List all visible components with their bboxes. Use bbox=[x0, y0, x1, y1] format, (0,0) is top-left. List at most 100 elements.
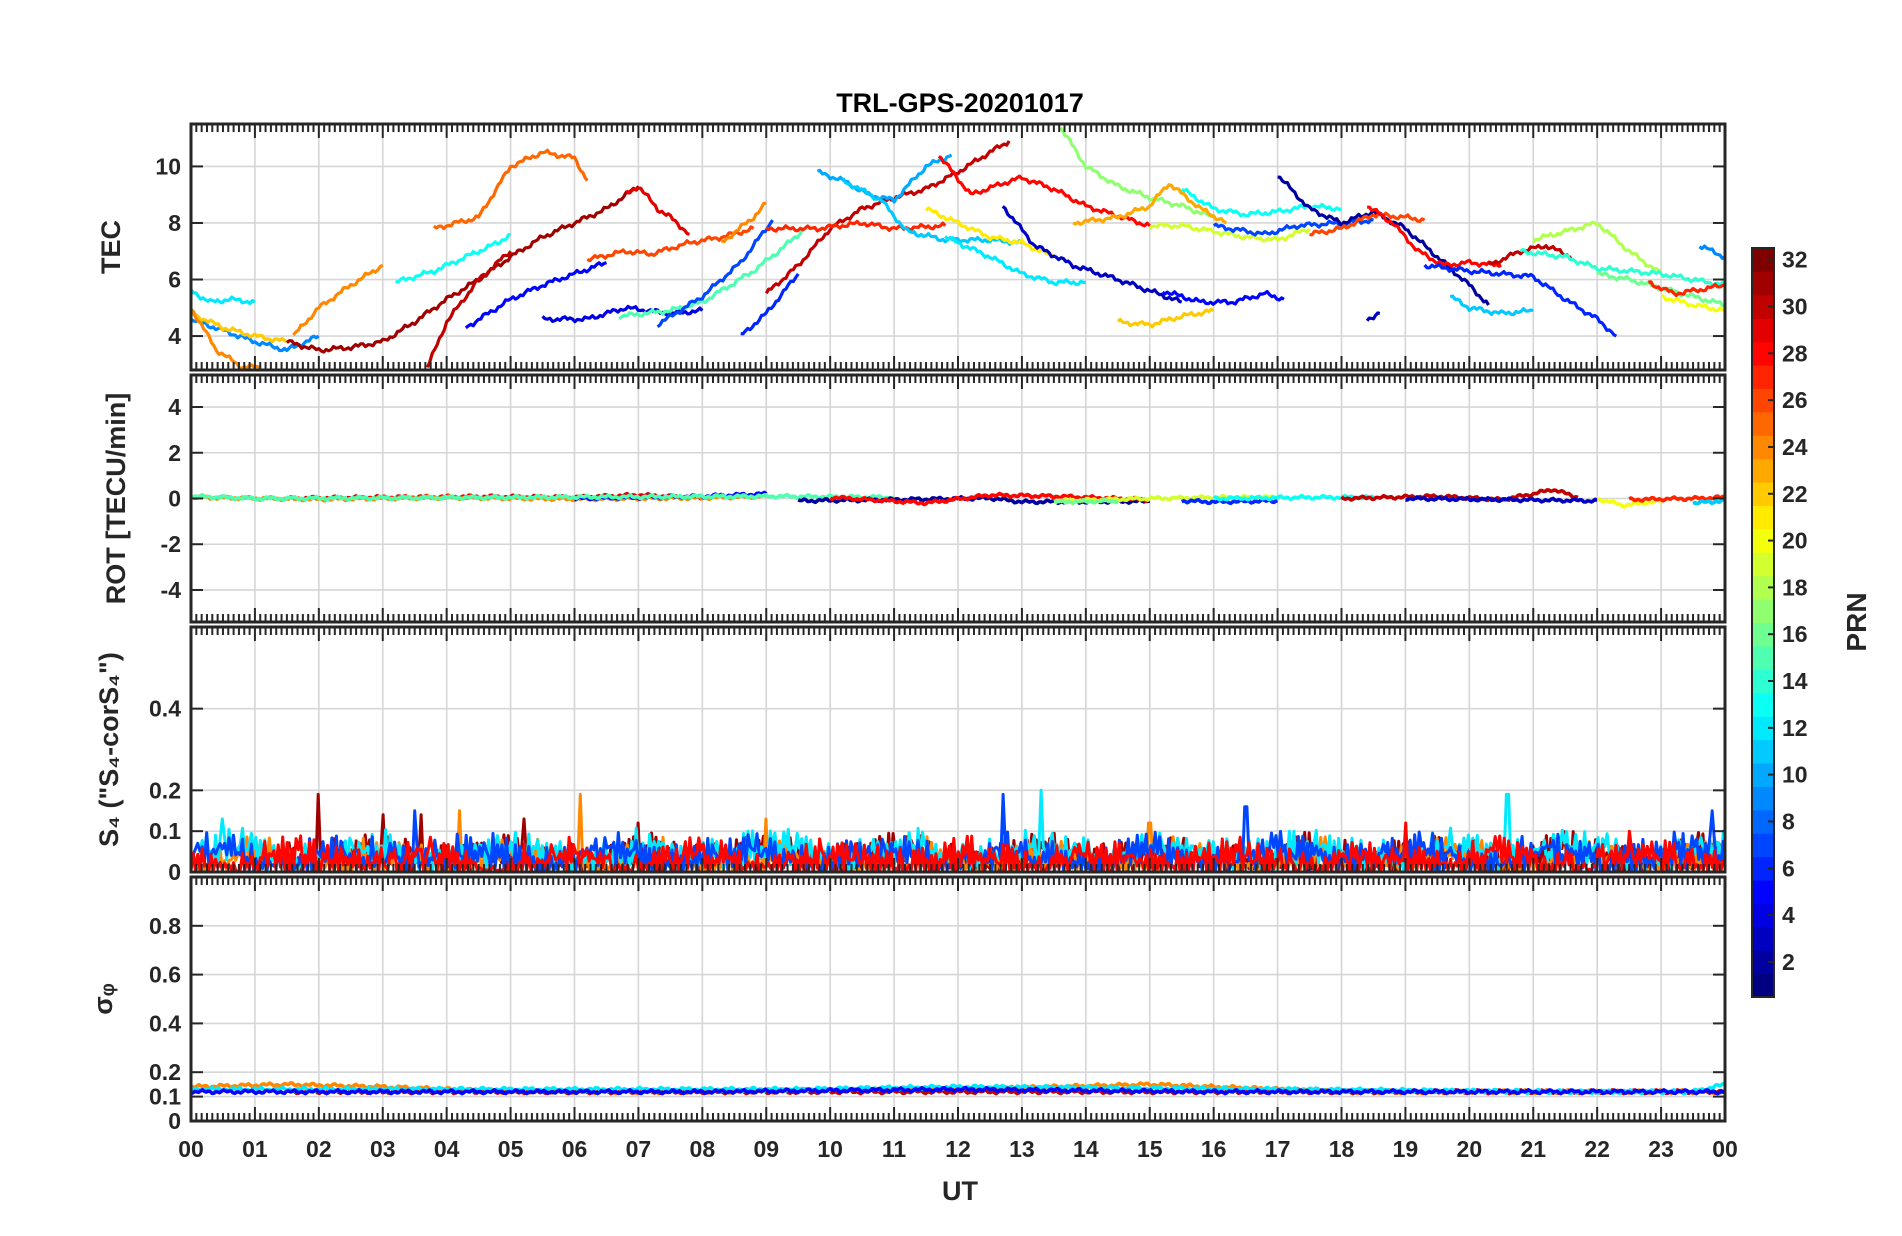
series-line-prn-18 bbox=[1532, 220, 1663, 275]
series-line-prn-27 bbox=[1648, 280, 1725, 298]
x-tick-label: 16 bbox=[1201, 1136, 1227, 1162]
colorbar-segment bbox=[1752, 318, 1774, 343]
series-line-prn-22 bbox=[191, 310, 288, 344]
colorbar-segment bbox=[1752, 435, 1774, 460]
series-line-prn-24 bbox=[292, 263, 384, 337]
colorbar-segment bbox=[1752, 622, 1774, 647]
panel-tec-series bbox=[191, 126, 1725, 370]
series-line-prn-15 bbox=[191, 492, 895, 502]
colorbar-segment bbox=[1752, 809, 1774, 834]
y-tick-label: 0 bbox=[168, 1108, 181, 1134]
colorbar-segment bbox=[1752, 482, 1774, 507]
series-line-prn-28 bbox=[1367, 205, 1502, 268]
y-axis-label-s4: S₄ ("S₄-corS₄") bbox=[94, 652, 124, 847]
x-tick-label: 02 bbox=[306, 1136, 332, 1162]
colorbar-tick-label: 18 bbox=[1782, 574, 1808, 600]
colorbar-frame bbox=[1751, 247, 1775, 998]
series-line-prn-26 bbox=[1309, 211, 1426, 237]
series-line-prn-20 bbox=[1597, 496, 1662, 509]
panel-s4-ticks bbox=[190, 627, 1726, 873]
series-line-prn-25 bbox=[432, 148, 589, 231]
y-tick-label: 0.4 bbox=[149, 1010, 181, 1036]
colorbar-tick-label: 6 bbox=[1782, 855, 1795, 881]
colorbar-segment bbox=[1752, 692, 1774, 717]
series-line-prn-11 bbox=[1449, 294, 1534, 317]
x-tick-label: 14 bbox=[1073, 1136, 1099, 1162]
x-tick-label: 22 bbox=[1584, 1136, 1610, 1162]
x-tick-label: 17 bbox=[1265, 1136, 1291, 1162]
colorbar-segment bbox=[1752, 926, 1774, 951]
colorbar-tick-label: 12 bbox=[1782, 715, 1808, 741]
colorbar-segment bbox=[1752, 669, 1774, 694]
panel-sigma-series bbox=[191, 1081, 1725, 1096]
colorbar-segment bbox=[1752, 505, 1774, 530]
colorbar-tick-label: 10 bbox=[1782, 762, 1808, 788]
x-tick-label: 18 bbox=[1329, 1136, 1355, 1162]
panel-sigma-ticks bbox=[190, 877, 1726, 1122]
series-line-prn-9 bbox=[1698, 244, 1725, 260]
colorbar-tick-label: 16 bbox=[1782, 621, 1808, 647]
colorbar-segment bbox=[1752, 575, 1774, 600]
colorbar-segment bbox=[1752, 388, 1774, 413]
series-line-prn-17 bbox=[1059, 126, 1215, 219]
series-line-prn-13 bbox=[1180, 187, 1342, 218]
colorbar-segment bbox=[1752, 248, 1774, 273]
y-tick-label: 0 bbox=[168, 486, 181, 512]
series-line-prn-15 bbox=[618, 227, 806, 321]
y-tick-label: 0.4 bbox=[149, 696, 181, 722]
y-tick-label: 0.1 bbox=[149, 1084, 181, 1110]
colorbar-segment bbox=[1752, 762, 1774, 787]
series-line-prn-3 bbox=[1365, 311, 1381, 322]
colorbar-segment bbox=[1752, 552, 1774, 577]
series-line-prn-20 bbox=[1660, 294, 1725, 313]
colorbar-segment bbox=[1752, 739, 1774, 764]
x-tick-label: 01 bbox=[242, 1136, 268, 1162]
colorbar-tick-label: 22 bbox=[1782, 481, 1808, 507]
series-line-prn-14 bbox=[1519, 247, 1725, 288]
panel-rot-ticks bbox=[190, 375, 1726, 622]
colorbar-segment bbox=[1752, 294, 1774, 319]
chart-title: TRL-GPS-20201017 bbox=[836, 88, 1084, 118]
x-axis: 00 01 02 03 04 05 06 07 08 09 10 11 12 13 14 15 16 17 18 19… bbox=[178, 1136, 1738, 1162]
colorbar-segment bbox=[1752, 973, 1774, 998]
y-tick-label: 2 bbox=[168, 440, 181, 466]
panel-s4: 0 0.1 0.2 0.4 S₄ ("S₄-corS₄") bbox=[94, 625, 1727, 885]
series-line-prn-6 bbox=[740, 272, 800, 336]
series-line-prn-23 bbox=[1072, 183, 1228, 226]
panel-tec-ticks bbox=[190, 124, 1726, 370]
x-tick-label: 08 bbox=[690, 1136, 716, 1162]
x-tick-label: 15 bbox=[1137, 1136, 1163, 1162]
x-tick-label: 05 bbox=[498, 1136, 524, 1162]
colorbar-segment bbox=[1752, 856, 1774, 881]
series-line-prn-27 bbox=[1628, 494, 1725, 503]
series-line-prn-13 bbox=[395, 232, 511, 284]
colorbar-segment bbox=[1752, 879, 1774, 904]
colorbar-segment bbox=[1752, 833, 1774, 858]
series-line-prn-30 bbox=[426, 250, 512, 369]
y-tick-label: 0 bbox=[168, 859, 181, 885]
colorbar-segment bbox=[1752, 341, 1774, 366]
y-tick-label: 6 bbox=[168, 267, 181, 293]
series-line-prn-27 bbox=[765, 219, 947, 233]
series-line-prn-16 bbox=[1053, 497, 1120, 506]
y-tick-label: 8 bbox=[168, 210, 181, 236]
colorbar-tick-label: 26 bbox=[1782, 387, 1808, 413]
y-tick-label: 0.2 bbox=[149, 777, 181, 803]
x-tick-label: 04 bbox=[434, 1136, 460, 1162]
series-line-prn-21 bbox=[924, 206, 1055, 259]
series-line-prn-6 bbox=[1423, 263, 1618, 338]
series-line-prn-5 bbox=[464, 261, 608, 330]
colorbar-tick-label: 28 bbox=[1782, 340, 1808, 366]
series-line-prn-11 bbox=[1692, 497, 1725, 506]
x-tick-label: 21 bbox=[1520, 1136, 1546, 1162]
x-tick-label: 03 bbox=[370, 1136, 396, 1162]
panel-rot: -4 -2 0 2 4 ROT [TECU/min] bbox=[101, 373, 1727, 624]
colorbar-segment bbox=[1752, 716, 1774, 741]
x-tick-label: 00 bbox=[178, 1136, 204, 1162]
panel-rot-series bbox=[191, 488, 1725, 509]
x-tick-label: 10 bbox=[817, 1136, 843, 1162]
series-line-prn-3 bbox=[1001, 205, 1183, 304]
y-tick-label: 0.8 bbox=[149, 913, 181, 939]
y-axis-label-sigma: σᵩ bbox=[88, 983, 118, 1014]
